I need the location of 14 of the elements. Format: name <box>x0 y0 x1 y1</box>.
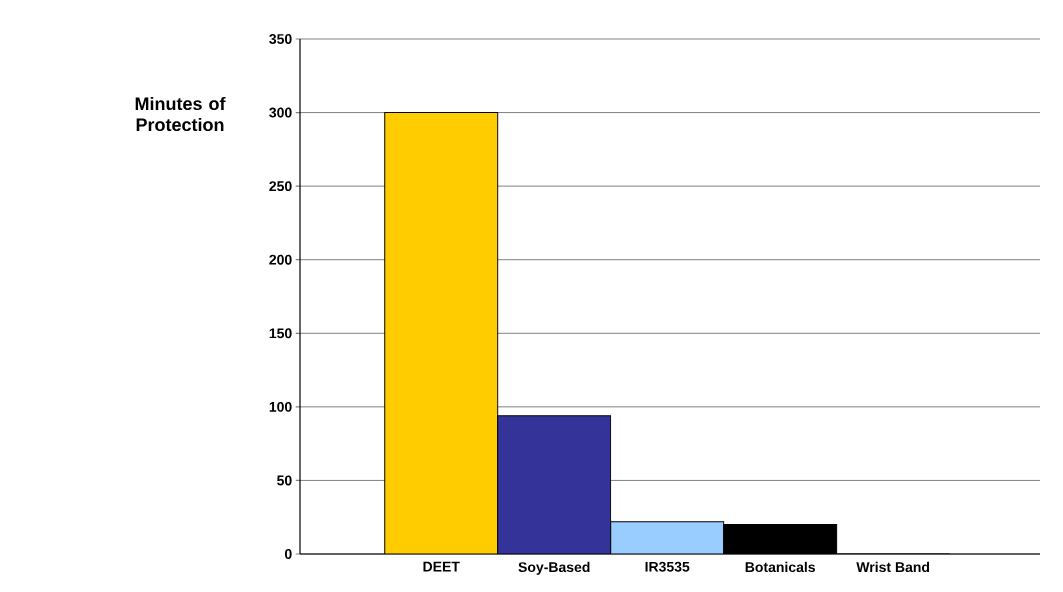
y-tick-label: 0 <box>284 549 292 559</box>
y-tick-label: 50 <box>277 475 292 486</box>
x-tick-label: Botanicals <box>745 561 815 573</box>
x-tick-label: Wrist Band <box>856 561 930 573</box>
x-tick-label: Soy-Based <box>518 561 590 575</box>
x-tick-label: IR3535 <box>645 561 690 572</box>
y-tick-label: 250 <box>269 181 292 192</box>
y-tick-label: 300 <box>269 107 292 118</box>
y-tick-label: 100 <box>269 401 292 412</box>
y-tick-label: 150 <box>269 328 292 339</box>
y-axis-title: Minutes of Protection <box>135 96 226 132</box>
y-tick-label: 350 <box>269 34 292 44</box>
y-tick-label: 200 <box>269 254 292 265</box>
x-tick-label: DEET <box>423 561 460 572</box>
